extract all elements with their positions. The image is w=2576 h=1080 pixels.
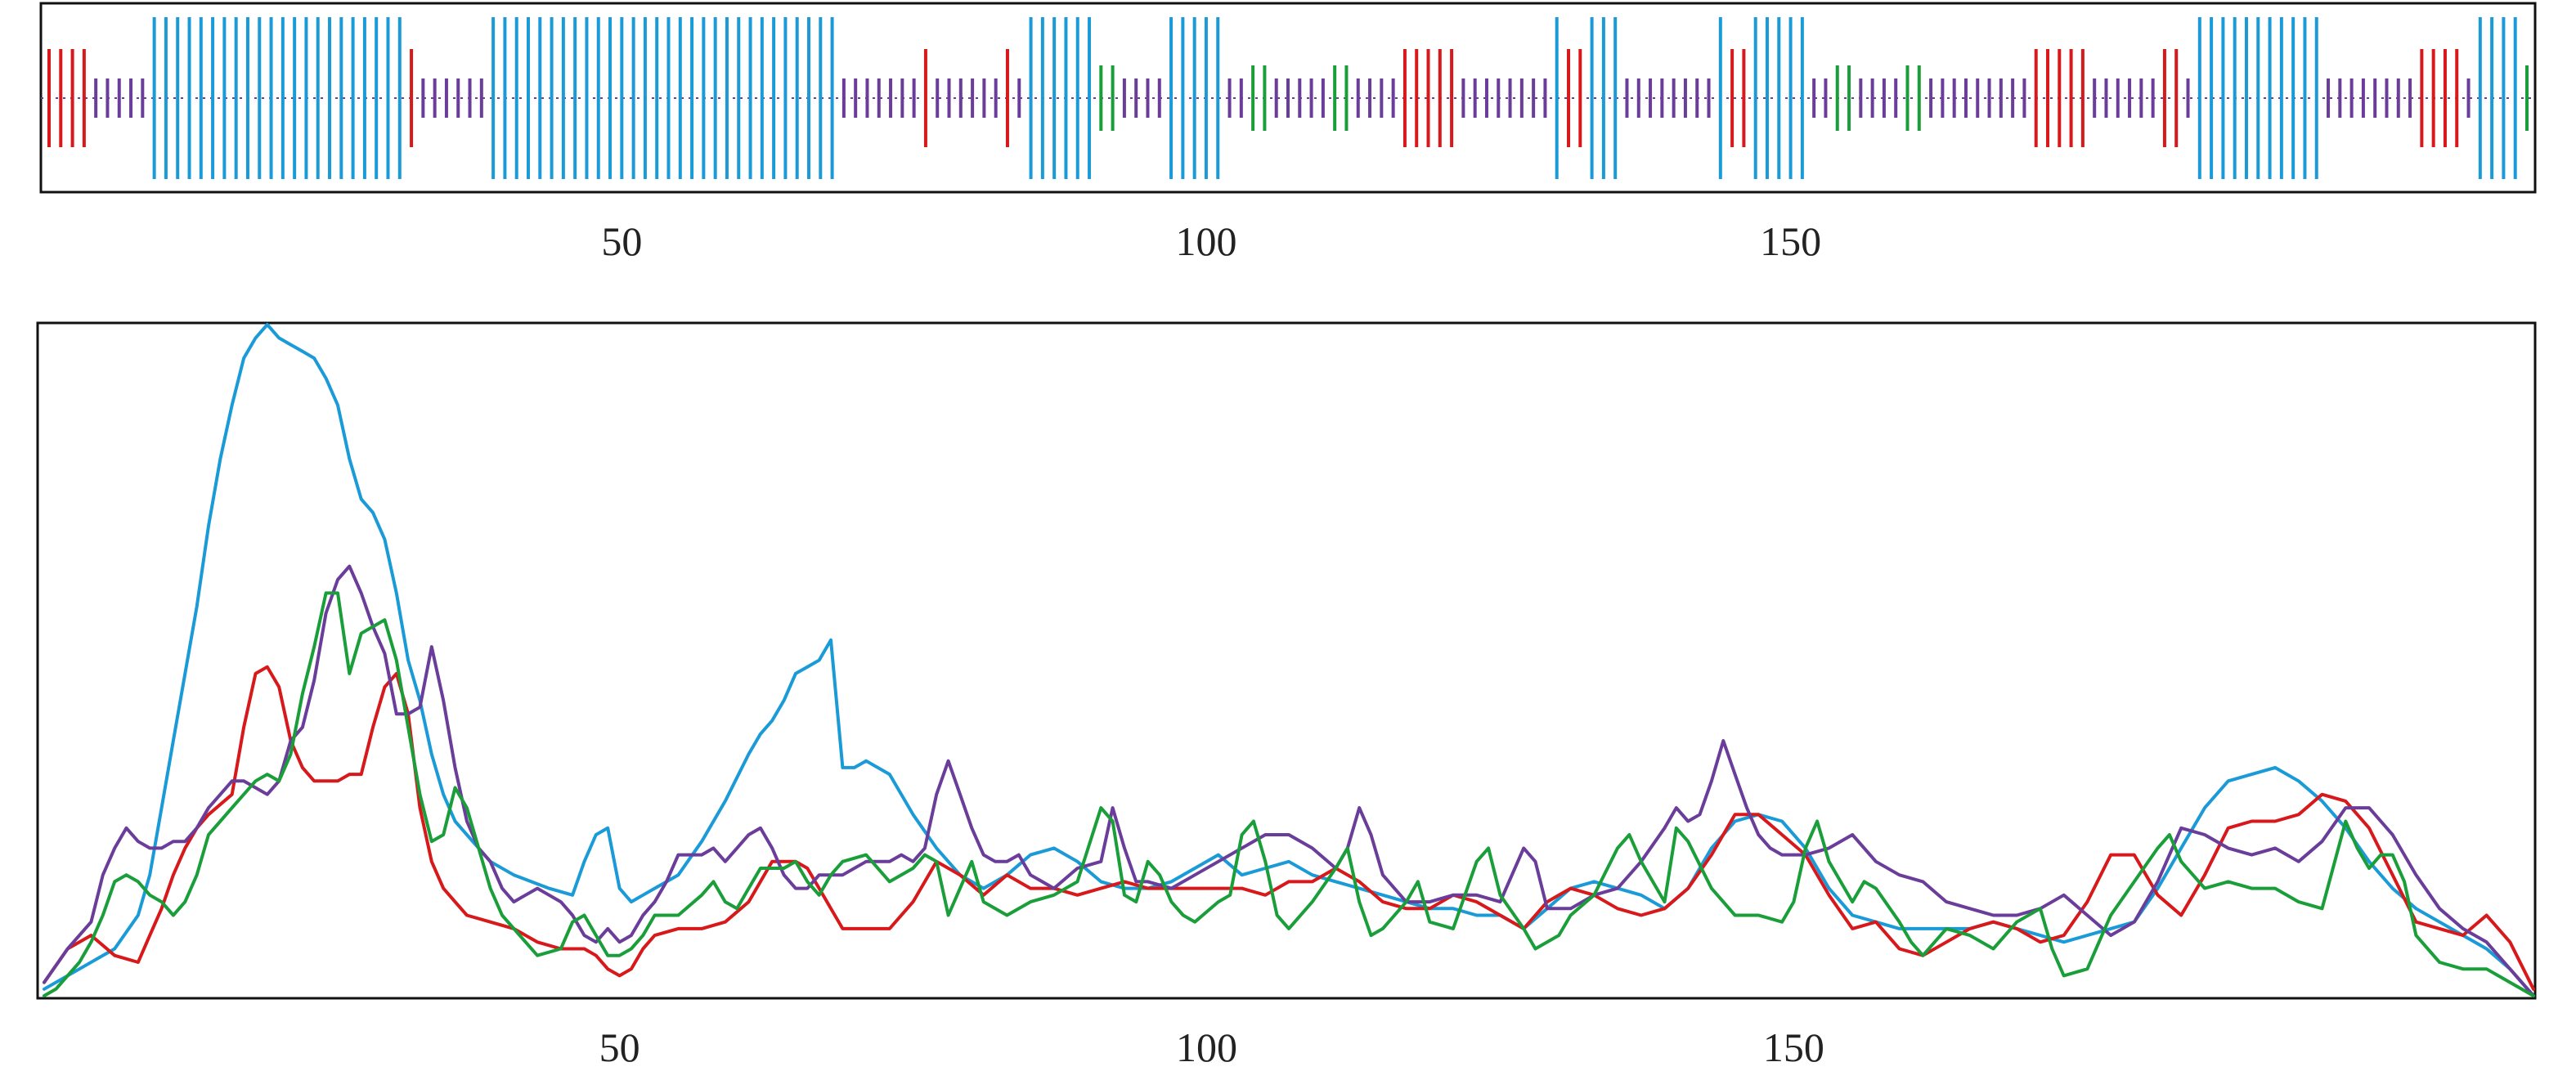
- barcode-tick-label-100: 100: [1175, 218, 1236, 264]
- line-ticks: 50 100 150: [599, 1024, 1824, 1070]
- barcode-bars: [47, 17, 2529, 179]
- line-series: [43, 323, 2535, 997]
- line-series-purple: [43, 564, 2535, 997]
- line-panel: 50 100 150: [36, 321, 2537, 1070]
- line-tick-label-100: 100: [1176, 1024, 1237, 1070]
- line-series-green: [43, 591, 2535, 997]
- barcode-tick-label-50: 50: [601, 218, 642, 264]
- barcode-panel: 50 100 150: [39, 2, 2537, 264]
- line-frame: [36, 321, 2537, 1000]
- line-series-red: [43, 665, 2535, 991]
- line-tick-label-150: 150: [1763, 1024, 1824, 1070]
- barcode-ticks: 50 100 150: [601, 218, 1821, 264]
- line-series-blue: [43, 323, 2535, 997]
- line-tick-label-50: 50: [599, 1024, 640, 1070]
- barcode-tick-label-150: 150: [1760, 218, 1821, 264]
